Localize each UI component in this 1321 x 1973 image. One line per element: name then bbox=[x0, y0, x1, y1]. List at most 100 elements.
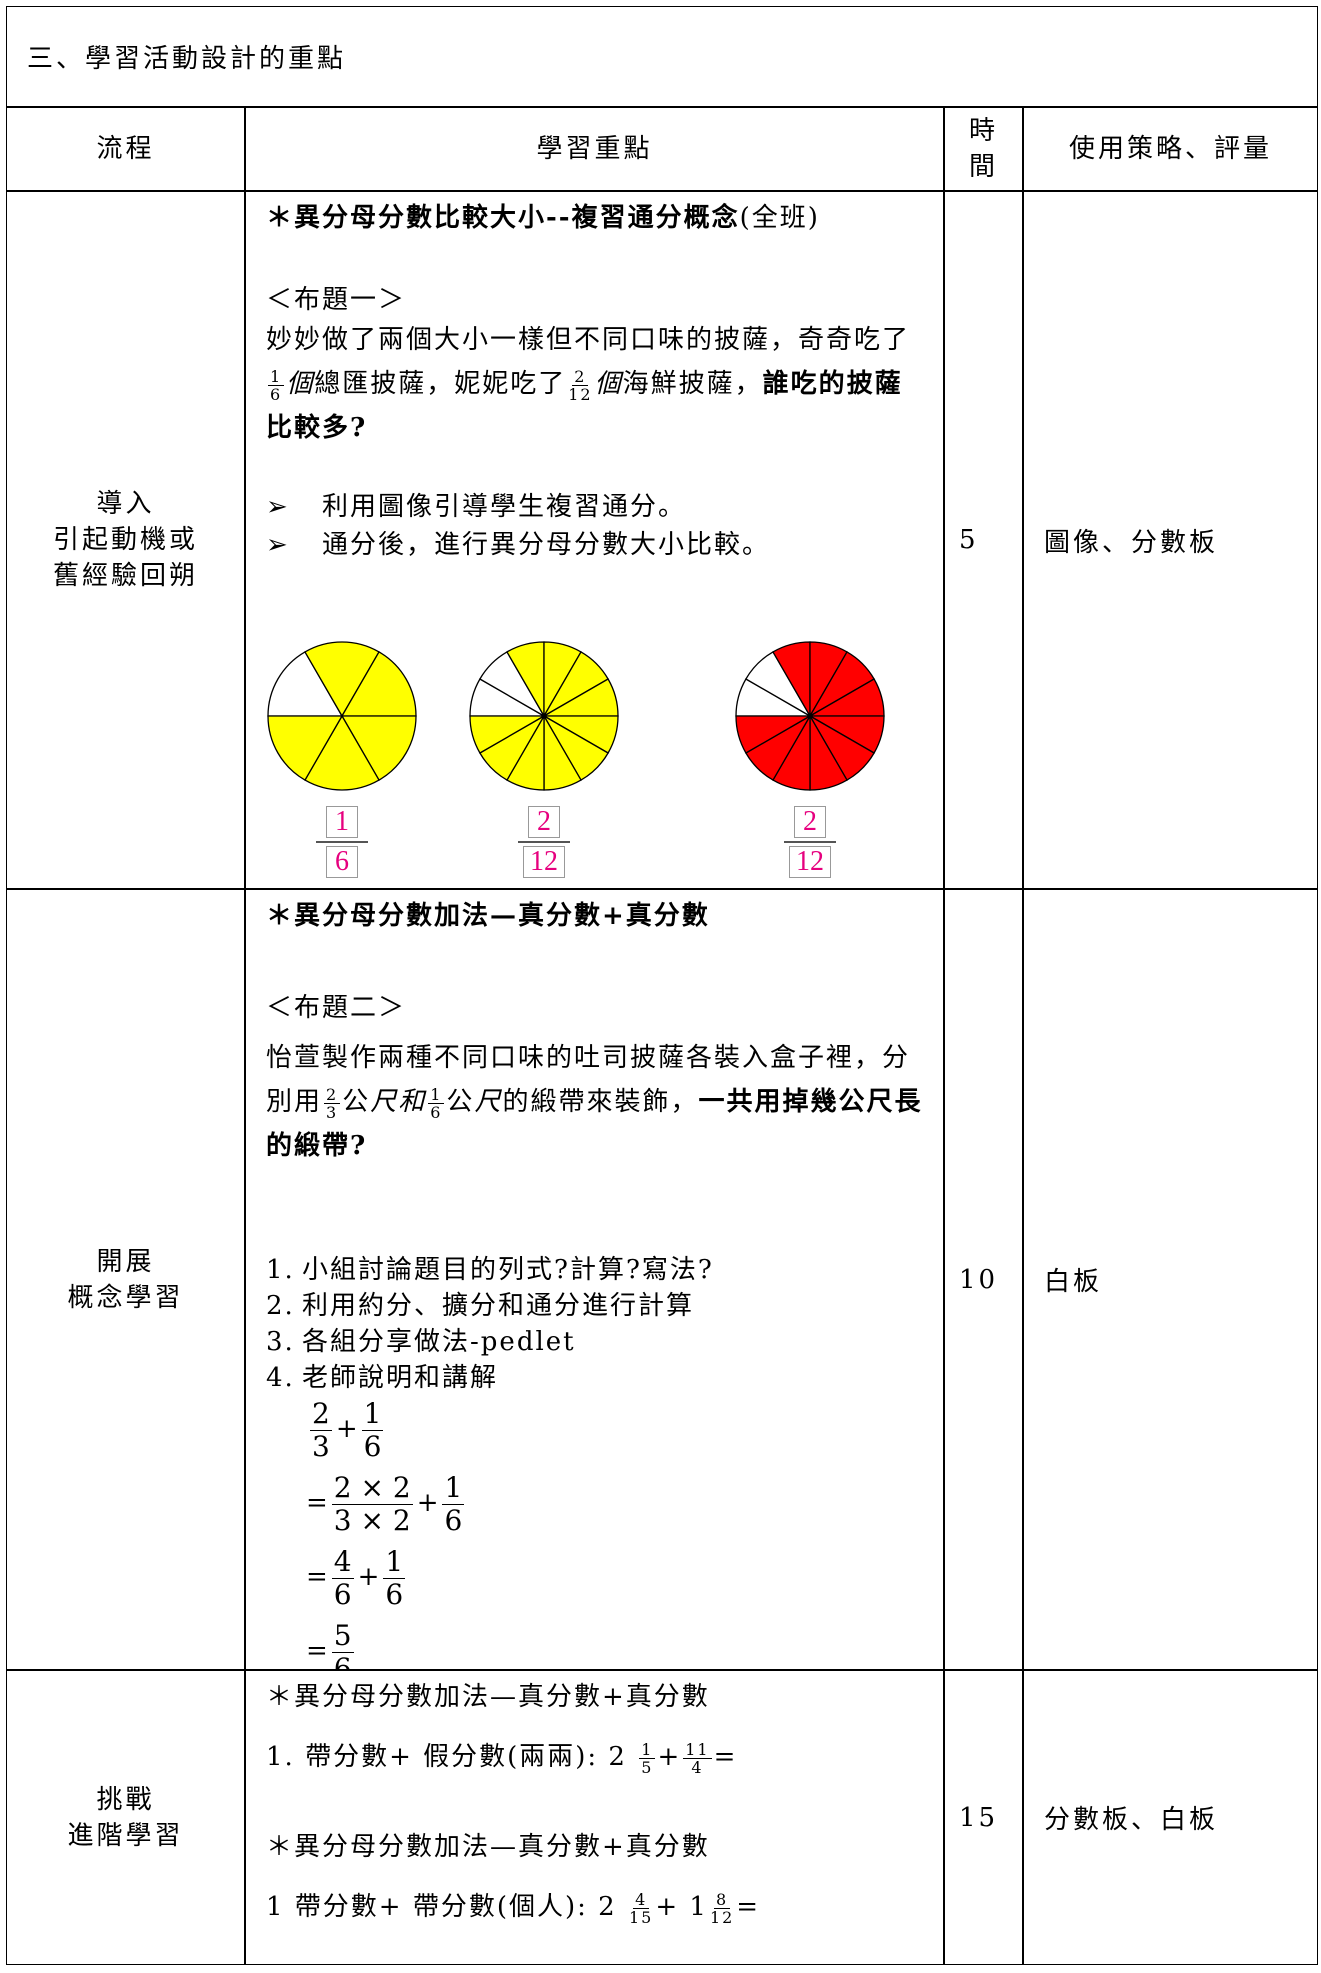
step-number: 4. bbox=[266, 1363, 295, 1393]
text: 的緞帶來裝飾， bbox=[502, 1087, 699, 1117]
text: + bbox=[657, 1742, 682, 1772]
formula-line: 1. 帶分數+ 假分數(兩兩): 2 1 5 +11 4 = bbox=[266, 1729, 929, 1785]
fraction-bar bbox=[784, 841, 836, 843]
denominator: 12 bbox=[709, 1907, 735, 1927]
problem-label: ＜布題一＞ bbox=[266, 285, 407, 315]
title: 三、學習活動設計的重點 bbox=[27, 44, 347, 74]
bullet-marker: ➢ bbox=[266, 530, 290, 560]
math-line: = 4 6 +1 6 bbox=[306, 1540, 929, 1614]
step-text: 老師說明和講解 bbox=[302, 1363, 499, 1393]
italic-text: 尺 bbox=[474, 1087, 503, 1117]
step: 3. 各組分享做法-pedlet bbox=[266, 1324, 929, 1360]
header: 時間 bbox=[968, 116, 998, 182]
text: 總匯披薩，妮妮吃了 bbox=[314, 369, 567, 399]
text: 1 帶分數+ 帶分數(個人): 2 bbox=[266, 1892, 627, 1922]
pie-slice bbox=[304, 641, 380, 718]
fraction: 4 15 bbox=[629, 1891, 653, 1926]
text: = bbox=[736, 1892, 761, 1922]
denominator: 4 bbox=[691, 1757, 704, 1777]
numerator: 4 bbox=[633, 1889, 650, 1909]
numerator: 1 bbox=[639, 1739, 656, 1759]
text: 妙妙做了兩個大小一樣但不同口味的披薩，奇奇吃了 bbox=[266, 325, 911, 355]
text: + bbox=[416, 1488, 439, 1518]
time-cell: 10 bbox=[944, 889, 1023, 1670]
italic-text: 個 bbox=[594, 369, 623, 399]
step-text: 利用約分、擴分和通分進行計算 bbox=[302, 1291, 695, 1321]
pie-fraction: 2 12 bbox=[784, 806, 836, 878]
numerator: 1 bbox=[326, 806, 358, 838]
italic-text: 個 bbox=[286, 369, 315, 399]
denominator: 5 bbox=[641, 1757, 654, 1777]
pie-figure: 2 12 bbox=[734, 640, 886, 878]
heading: ＊異分母分數加法—真分數+真分數 bbox=[266, 1682, 710, 1712]
process: 舊經驗回朔 bbox=[52, 561, 198, 591]
header-cell: 使用策略、評量 bbox=[1023, 107, 1318, 191]
denominator: 6 bbox=[270, 384, 283, 404]
process: 概念學習 bbox=[67, 1282, 184, 1313]
italic-text: 尺和 bbox=[370, 1087, 427, 1117]
pie-fraction: 2 12 bbox=[518, 806, 570, 878]
denominator: 6 bbox=[326, 846, 358, 878]
math-line: = 5 6 bbox=[306, 1614, 929, 1669]
fraction: 11 4 bbox=[683, 1739, 712, 1777]
denominator: 15 bbox=[628, 1907, 654, 1927]
strategy-cell: 分數板、白板 bbox=[1023, 1670, 1318, 1965]
numerator: 1 bbox=[268, 366, 285, 386]
process: 導入 bbox=[96, 489, 155, 519]
content-cell: ＊異分母分數加法—真分數+真分數 1. 帶分數+ 假分數(兩兩): 2 1 5 +11… bbox=[245, 1670, 944, 1965]
title-cell: 三、學習活動設計的重點 bbox=[6, 6, 1318, 107]
fraction-bar bbox=[518, 841, 570, 843]
step: 2. 利用約分、擴分和通分進行計算 bbox=[266, 1288, 929, 1324]
numerator: 4 bbox=[331, 1544, 354, 1579]
problem: 怡萱製作兩種不同口味的吐司披薩各裝入盒子裡，分別用 2 3 公尺和 1 6 公尺的緞帶來裝飾… bbox=[266, 1036, 929, 1168]
header: 學習重點 bbox=[536, 134, 653, 164]
text: 怡萱製作兩種不同口味的吐司披薩各裝入盒子裡，分別用 bbox=[266, 1043, 911, 1117]
header: 流程 bbox=[96, 134, 155, 164]
bullet-marker: ➢ bbox=[266, 492, 290, 522]
pie-slice bbox=[304, 714, 380, 791]
numerator: 1 bbox=[383, 1544, 406, 1579]
denominator: 12 bbox=[523, 846, 565, 878]
text: + bbox=[357, 1562, 380, 1592]
text: 公 bbox=[342, 1087, 371, 1117]
step-number: 2. bbox=[266, 1291, 295, 1321]
denominator: 3 × 2 bbox=[333, 1503, 411, 1537]
numerator: 11 bbox=[683, 1739, 712, 1759]
header-cell: 時間 bbox=[944, 107, 1023, 191]
denominator: 6 bbox=[385, 1577, 404, 1611]
text: + bbox=[335, 1414, 358, 1444]
heading: ＊異分母分數比較大小--複習通分概念(全班) bbox=[266, 196, 929, 240]
numerator: 2 bbox=[572, 366, 589, 386]
numerator: 1 bbox=[428, 1084, 445, 1104]
process-cell: 挑戰 進階學習 bbox=[6, 1670, 245, 1965]
steps: 1. 小組討論題目的列式?計算?寫法? 2. 利用約分、擴分和通分進行計算 3. 各組分享… bbox=[266, 1252, 929, 1396]
strategy-cell: 白板 bbox=[1023, 889, 1318, 1670]
time: 15 bbox=[959, 1802, 999, 1833]
process: 開展 bbox=[96, 1246, 155, 1277]
fraction-bar bbox=[316, 841, 368, 843]
bold-text: 一共用掉幾公尺長的緞帶? bbox=[266, 1087, 923, 1161]
bold-text: 誰吃的披薩比較多? bbox=[266, 369, 903, 443]
process: 引起動機或 bbox=[52, 525, 198, 555]
pie bbox=[469, 641, 619, 791]
pie-figure: 2 12 bbox=[468, 640, 620, 878]
fraction: 8 12 bbox=[710, 1891, 734, 1926]
denominator: 3 bbox=[312, 1429, 330, 1463]
problem: 妙妙做了兩個大小一樣但不同口味的披薩，奇奇吃了 1 6 個總匯披薩，妮妮吃了 2 12 個海… bbox=[266, 318, 929, 450]
pie-slice bbox=[267, 651, 344, 717]
heading: ＊異分母分數加法—真分數+真分數 bbox=[266, 894, 929, 938]
time: 10 bbox=[959, 1264, 999, 1295]
numerator: 8 bbox=[714, 1889, 731, 1909]
math-line: 2 3 +1 6 bbox=[306, 1392, 929, 1466]
pie-slice bbox=[340, 715, 417, 781]
